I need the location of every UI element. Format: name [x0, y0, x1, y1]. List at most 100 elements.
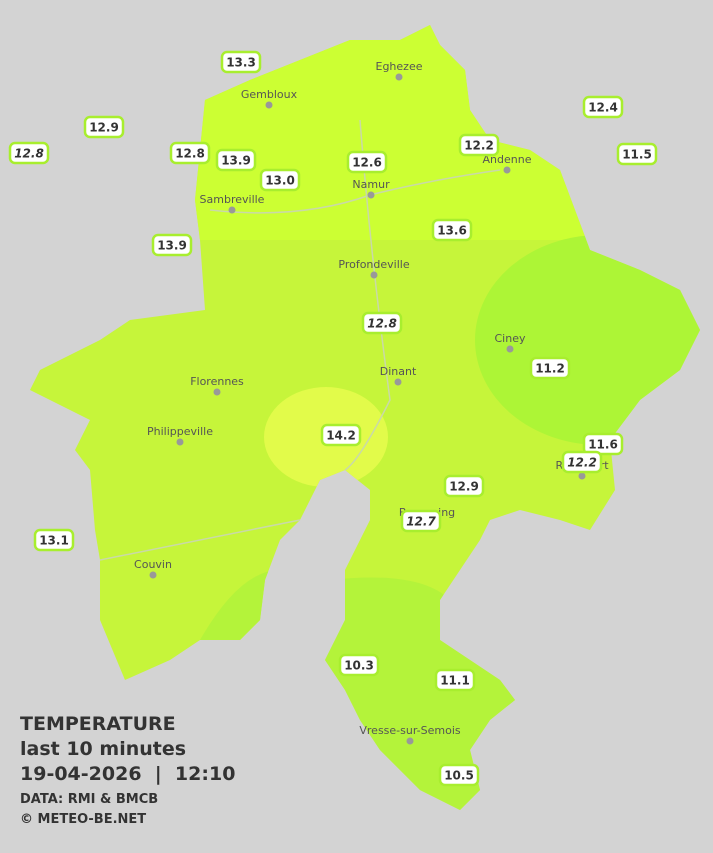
- station-box: [438, 763, 480, 787]
- station-value: 10.5: [444, 769, 474, 783]
- station-value: 12.8: [14, 147, 44, 161]
- station-box: [400, 509, 442, 533]
- station: 12.2: [561, 450, 603, 474]
- station-value: 11.5: [622, 148, 652, 162]
- legend-source: DATA: RMI & BMCB: [20, 792, 158, 807]
- station-value: 13.1: [39, 534, 69, 548]
- station-value: 12.9: [89, 121, 119, 135]
- station: 13.9: [215, 148, 257, 172]
- station-box: [443, 474, 485, 498]
- station: 12.9: [443, 474, 485, 498]
- city-dot: [370, 271, 378, 279]
- city-dot: [503, 166, 511, 174]
- station-value: 12.9: [449, 480, 479, 494]
- city-dot: [406, 737, 414, 745]
- station-value: 10.3: [344, 659, 374, 673]
- station-value: 13.6: [437, 224, 467, 238]
- station: 10.5: [438, 763, 480, 787]
- station-value: 12.8: [175, 147, 205, 161]
- station-value: 14.2: [326, 429, 356, 443]
- city-label: Vresse-sur-Semois: [359, 724, 461, 737]
- station-value: 13.9: [221, 154, 251, 168]
- station-value: 12.4: [588, 101, 618, 115]
- station-box: [215, 148, 257, 172]
- station-value: 12.7: [406, 515, 436, 529]
- station-box: [8, 141, 50, 165]
- station-box: [529, 356, 571, 380]
- station-box: [361, 311, 403, 335]
- city-label: Namur: [352, 178, 390, 191]
- legend-title: TEMPERATURE: [20, 713, 176, 735]
- station-value: 13.9: [157, 239, 187, 253]
- station: 12.6: [346, 150, 388, 174]
- station: 11.6: [582, 432, 624, 456]
- station-box: [220, 50, 262, 74]
- legend-subtitle: last 10 minutes: [20, 738, 186, 760]
- city-dot: [367, 191, 375, 199]
- station-value: 13.3: [226, 56, 256, 70]
- station-value: 11.2: [535, 362, 565, 376]
- station: 13.9: [151, 233, 193, 257]
- station-box: [259, 168, 301, 192]
- station: 11.5: [616, 142, 658, 166]
- legend: TEMPERATURE last 10 minutes 19-04-2026 |…: [20, 713, 235, 827]
- station-value: 12.2: [567, 456, 597, 470]
- station: 14.2: [320, 423, 362, 447]
- city-label: Couvin: [134, 558, 172, 571]
- city-dot: [176, 438, 184, 446]
- station-value: 11.1: [440, 674, 470, 688]
- city-label: Gembloux: [241, 88, 298, 101]
- city-dot: [228, 206, 236, 214]
- station-box: [33, 528, 75, 552]
- station: 13.0: [259, 168, 301, 192]
- station-box: [338, 653, 380, 677]
- city-dot: [149, 571, 157, 579]
- station: 11.1: [434, 668, 476, 692]
- station-value: 12.8: [367, 317, 397, 331]
- station: 13.1: [33, 528, 75, 552]
- station: 13.6: [431, 218, 473, 242]
- station: 12.2: [458, 133, 500, 157]
- station-value: 12.2: [464, 139, 494, 153]
- station-box: [169, 141, 211, 165]
- station: 12.8: [169, 141, 211, 165]
- city-dot: [265, 101, 273, 109]
- city-label: Dinant: [380, 365, 417, 378]
- city-label: Eghezee: [376, 60, 423, 73]
- station-box: [582, 432, 624, 456]
- city-dot: [578, 472, 586, 480]
- station: 12.7: [400, 509, 442, 533]
- city-label: Philippeville: [147, 425, 213, 438]
- city-dot: [395, 73, 403, 81]
- city-label: Profondeville: [338, 258, 409, 271]
- station: 12.9: [83, 115, 125, 139]
- station: 12.8: [8, 141, 50, 165]
- station: 11.2: [529, 356, 571, 380]
- city-dot: [394, 378, 402, 386]
- station-box: [561, 450, 603, 474]
- station-box: [431, 218, 473, 242]
- city-label: Florennes: [190, 375, 244, 388]
- station-box: [151, 233, 193, 257]
- city-label: Sambreville: [200, 193, 265, 206]
- station: 13.3: [220, 50, 262, 74]
- city-dot: [213, 388, 221, 396]
- station-value: 11.6: [588, 438, 618, 452]
- station-box: [320, 423, 362, 447]
- station-value: 13.0: [265, 174, 295, 188]
- station: 10.3: [338, 653, 380, 677]
- station-box: [458, 133, 500, 157]
- city-dot: [506, 345, 514, 353]
- city-label: Ciney: [495, 332, 526, 345]
- station-box: [346, 150, 388, 174]
- legend-datetime: 19-04-2026 | 12:10: [20, 763, 235, 785]
- station-box: [434, 668, 476, 692]
- legend-copyright: © METEO-BE.NET: [20, 812, 146, 827]
- station: 12.8: [361, 311, 403, 335]
- city-label: Andenne: [483, 153, 532, 166]
- station: 12.4: [582, 95, 624, 119]
- station-box: [616, 142, 658, 166]
- station-value: 12.6: [352, 156, 382, 170]
- station-box: [582, 95, 624, 119]
